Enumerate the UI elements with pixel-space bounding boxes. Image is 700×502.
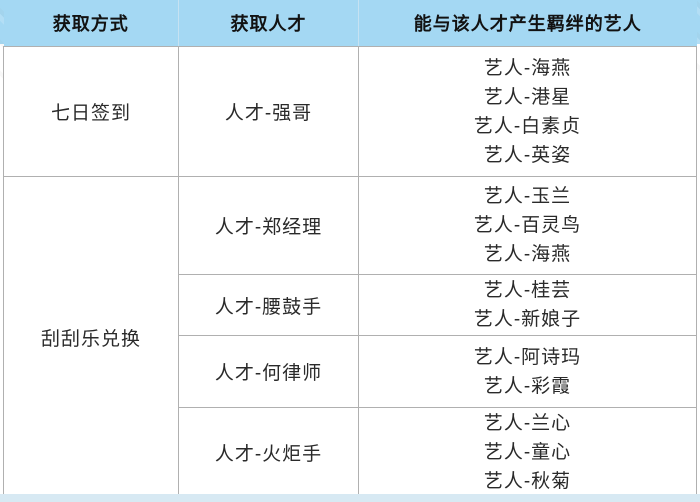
talent-cell: 人才-火炬手 bbox=[178, 407, 359, 498]
table-row: 人才-火炬手 艺人-兰心 艺人-童心 艺人-秋菊 bbox=[4, 407, 697, 498]
talent-cell: 人才-郑经理 bbox=[178, 176, 359, 275]
table-body: 七日签到 人才-强哥 艺人-海燕 艺人-港星 艺人-白素贞 艺人-英姿 刮刮乐兑换 人才-郑经… bbox=[3, 46, 697, 498]
artist-line: 艺人-百灵鸟 bbox=[473, 215, 582, 236]
bond-artists-cell: 艺人-桂芸艺人-新娘子 bbox=[358, 274, 697, 336]
artist-line: 艺人-海燕 bbox=[483, 244, 572, 265]
acquisition-method-cell: 刮刮乐兑换 bbox=[3, 176, 179, 498]
table-row: 人才-腰鼓手 艺人-桂芸 艺人-新娘子 bbox=[4, 274, 697, 336]
artist-line: 艺人-秋菊 bbox=[483, 471, 572, 492]
talent-cell: 人才-强哥 bbox=[178, 46, 359, 177]
artist-line: 艺人-阿诗玛 bbox=[473, 346, 582, 368]
artist-line: 艺人-童心 bbox=[483, 442, 572, 463]
artist-line: 艺人-海燕 bbox=[483, 57, 572, 79]
col-header-acquisition-method: 获取方式 bbox=[3, 0, 179, 47]
artist-line: 艺人-白素贞 bbox=[473, 115, 582, 137]
artist-line: 艺人-兰心 bbox=[483, 413, 572, 434]
bond-artists-cell: 艺人-兰心艺人-童心艺人-秋菊 bbox=[358, 407, 697, 498]
col-header-bond-artists: 能与该人才产生羁绊的艺人 bbox=[358, 0, 697, 47]
header-row: 获取方式 获取人才 能与该人才产生羁绊的艺人 bbox=[3, 0, 697, 47]
talent-bond-table: 获取方式 获取人才 能与该人才产生羁绊的艺人 七日签到 人才-强哥 艺人-海燕 艺人-… bbox=[3, 0, 697, 498]
bond-artists-cell: 艺人-阿诗玛 艺人-彩霞 bbox=[358, 335, 697, 408]
table-row: 七日签到 人才-强哥 艺人-海燕 艺人-港星 艺人-白素贞 艺人-英姿 bbox=[3, 46, 697, 177]
acquisition-method-cell: 七日签到 bbox=[3, 46, 179, 177]
bond-artists-cell: 艺人-海燕艺人-港星艺人-白素贞 艺人-英姿 bbox=[358, 46, 697, 177]
talent-cell: 人才-何律师 bbox=[178, 335, 359, 408]
bottom-band bbox=[0, 494, 700, 502]
artist-line: 艺人-英姿 bbox=[483, 144, 572, 166]
col-header-acquired-talent: 获取人才 bbox=[178, 0, 359, 47]
talent-cell: 人才-腰鼓手 bbox=[178, 274, 359, 336]
artist-line: 艺人-玉兰 bbox=[483, 186, 572, 207]
artist-line: 艺人-彩霞 bbox=[483, 375, 572, 397]
table-row: 刮刮乐兑换 人才-郑经理 艺人-玉兰 艺人-百灵鸟 艺人-海燕 bbox=[3, 176, 697, 498]
artist-line: 艺人-新娘子 bbox=[473, 309, 582, 330]
artist-line: 艺人-桂芸 bbox=[483, 280, 572, 301]
artist-line: 艺人-港星 bbox=[483, 86, 572, 108]
bond-artists-cell: 艺人-玉兰艺人-百灵鸟 艺人-海燕 bbox=[358, 176, 697, 275]
table-row: 人才-何律师 艺人-阿诗玛 艺人-彩霞 bbox=[4, 335, 697, 408]
